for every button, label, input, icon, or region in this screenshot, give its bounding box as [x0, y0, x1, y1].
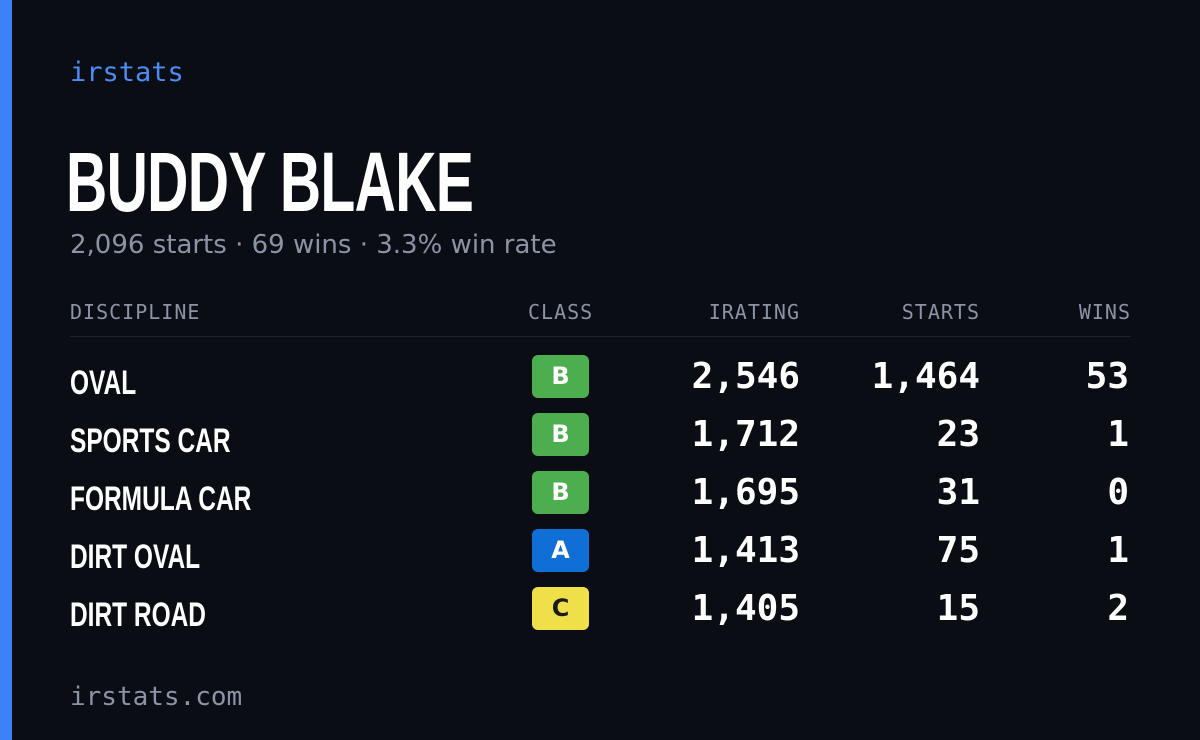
footer-url: irstats.com [70, 682, 243, 712]
starts-value: 23 [936, 414, 980, 455]
header-irating: IRATING [708, 300, 800, 324]
discipline-name: SPORTS CAR [70, 422, 231, 460]
discipline-name: OVAL [70, 364, 137, 402]
class-badge: B [532, 355, 589, 398]
starts-value: 31 [936, 472, 980, 513]
header-wins: WINS [1078, 300, 1131, 324]
brand-logo: irstats [70, 57, 184, 88]
table-row: SPORTS CAR B 1,712 23 1 [70, 411, 1131, 469]
irating-value: 1,712 [691, 414, 800, 455]
table-header: DISCIPLINE CLASS IRATING STARTS WINS [70, 296, 1131, 337]
header-discipline: DISCIPLINE [70, 300, 201, 324]
stats-table: DISCIPLINE CLASS IRATING STARTS WINS OVA… [70, 296, 1131, 643]
class-badge: B [532, 471, 589, 514]
starts-value: 15 [936, 588, 980, 629]
irating-value: 1,413 [691, 530, 800, 571]
discipline-name: DIRT OVAL [70, 538, 201, 576]
header-starts: STARTS [901, 300, 980, 324]
table-row: DIRT ROAD C 1,405 15 2 [70, 585, 1131, 643]
driver-summary: 2,096 starts · 69 wins · 3.3% win rate [70, 230, 557, 260]
table-row: FORMULA CAR B 1,695 31 0 [70, 469, 1131, 527]
table-row: OVAL B 2,546 1,464 53 [70, 353, 1131, 411]
irating-value: 1,695 [691, 472, 800, 513]
irating-value: 2,546 [691, 356, 800, 397]
wins-value: 1 [1107, 414, 1129, 455]
driver-name: BUDDY BLAKE [66, 135, 474, 229]
wins-value: 0 [1107, 472, 1129, 513]
wins-value: 53 [1085, 356, 1129, 397]
table-body: OVAL B 2,546 1,464 53 SPORTS CAR B 1,712… [70, 353, 1131, 643]
starts-value: 1,464 [871, 356, 980, 397]
discipline-name: FORMULA CAR [70, 480, 252, 518]
wins-value: 1 [1107, 530, 1129, 571]
accent-bar [0, 0, 12, 740]
table-row: DIRT OVAL A 1,413 75 1 [70, 527, 1131, 585]
wins-value: 2 [1107, 588, 1129, 629]
header-class: CLASS [528, 300, 594, 324]
discipline-name: DIRT ROAD [70, 596, 207, 634]
class-badge: A [532, 529, 589, 572]
starts-value: 75 [936, 530, 980, 571]
class-badge: C [532, 587, 589, 630]
irating-value: 1,405 [691, 588, 800, 629]
class-badge: B [532, 413, 589, 456]
